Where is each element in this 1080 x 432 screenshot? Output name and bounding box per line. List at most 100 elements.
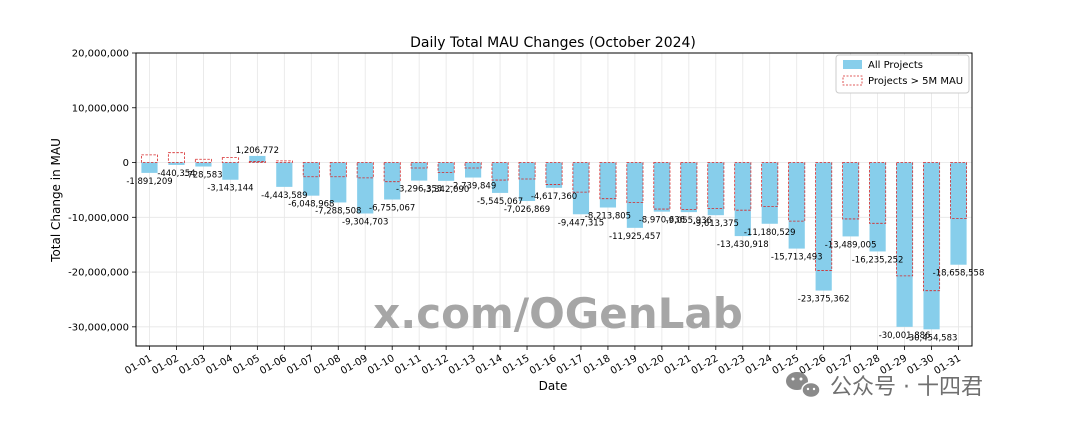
bar-value-label: -7,026,869 — [504, 205, 550, 215]
bar-value-label: -9,447,315 — [558, 218, 604, 228]
legend-swatch-all-projects — [843, 60, 862, 69]
x-tick-label: 01-27 — [824, 353, 855, 377]
x-tick-label: 01-08 — [312, 353, 343, 377]
bar-all-projects — [195, 162, 212, 167]
bar-all-projects — [303, 162, 320, 196]
bar-all-projects — [761, 162, 778, 224]
x-tick-label: 01-21 — [663, 353, 694, 377]
bar-all-projects — [815, 162, 832, 291]
bar-big-projects — [896, 162, 914, 277]
bar-big-projects — [815, 162, 833, 271]
bar-value-label: -6,755,067 — [369, 204, 415, 214]
x-tick-label: 01-23 — [717, 353, 748, 377]
bar-big-projects — [275, 160, 293, 163]
y-tick-label: -30,000,000 — [68, 322, 129, 333]
bar-all-projects — [734, 162, 751, 237]
x-tick-label: 01-02 — [150, 353, 181, 377]
x-tick-label: 01-06 — [258, 353, 289, 377]
bar-all-projects — [249, 155, 266, 163]
watermark-text: x.com/OGenLab — [373, 289, 743, 338]
bar-value-label: -9,613,375 — [693, 219, 739, 229]
bar-big-projects — [950, 162, 968, 219]
bar-value-label: -8,213,805 — [585, 212, 631, 222]
x-tick-label: 01-11 — [393, 353, 424, 377]
y-tick-label: -10,000,000 — [68, 213, 129, 224]
bar-value-label: -3,296,353 — [396, 185, 442, 195]
bar-big-projects — [302, 162, 320, 178]
bar-value-label: -13,430,918 — [717, 240, 769, 250]
bar-value-label: -5,545,067 — [477, 197, 523, 207]
bar-big-projects — [140, 154, 158, 163]
bar-value-label: -9,055,936 — [666, 216, 712, 226]
bar-big-projects — [626, 162, 644, 203]
bar-all-projects — [626, 162, 643, 228]
x-tick-label: 01-18 — [582, 353, 613, 377]
bar-all-projects — [896, 162, 913, 327]
bar-value-label: -728,583 — [184, 171, 222, 181]
x-tick-label: 01-30 — [905, 353, 936, 377]
bar-big-projects — [221, 157, 239, 163]
bar-value-label: -6,048,968 — [288, 200, 334, 210]
bar-all-projects — [842, 162, 859, 237]
x-tick-label: 01-20 — [636, 353, 667, 377]
x-tick-label: 01-31 — [932, 353, 963, 377]
bar-all-projects — [518, 162, 536, 202]
bar-all-projects — [222, 162, 239, 180]
x-tick-label: 01-19 — [609, 353, 640, 377]
bar-value-label: 1,206,772 — [236, 146, 279, 156]
bar-all-projects — [168, 162, 185, 165]
bar-all-projects — [788, 162, 805, 249]
bar-all-projects — [465, 162, 482, 178]
bar-value-label: -23,375,362 — [798, 295, 850, 305]
legend-label-all-projects: All Projects — [868, 60, 923, 71]
bar-value-label: -11,925,457 — [609, 232, 661, 242]
bar-value-label: -15,713,493 — [771, 253, 823, 263]
x-tick-label: 01-07 — [285, 353, 316, 377]
bar-value-label: -9,304,703 — [342, 217, 388, 227]
y-tick-label: 10,000,000 — [72, 103, 129, 114]
x-axis-label: Date — [539, 379, 568, 393]
bar-value-label: -30,454,583 — [906, 333, 958, 343]
y-axis-label: Total Change in MAU — [49, 138, 63, 263]
legend-label-big-projects: Projects > 5M MAU — [868, 76, 963, 87]
x-tick-label: 01-15 — [501, 353, 532, 377]
bar-all-projects — [357, 162, 374, 214]
bar-all-projects — [950, 162, 967, 265]
bar-value-label: -3,143,144 — [207, 184, 253, 194]
y-axis-ticks: 20,000,000 10,000,000 0 -10,000,000 -20,000,… — [68, 49, 136, 333]
bar-value-label: -7,288,508 — [315, 206, 361, 216]
bar-all-projects — [438, 162, 455, 181]
bars — [141, 155, 967, 330]
legend-box — [835, 54, 970, 94]
y-tick-label: -20,000,000 — [68, 268, 129, 279]
bar-big-projects — [680, 162, 698, 211]
bar-value-label: -440,354 — [157, 169, 195, 179]
bar-all-projects — [411, 162, 428, 181]
bar-big-projects — [572, 162, 590, 193]
value-labels: -1,891,209-440,354-728,583 -3,143,144 1,20… — [126, 146, 984, 343]
x-tick-label: 01-29 — [878, 353, 909, 377]
bar-big-projects — [842, 162, 860, 220]
social-badge: 公众号 · 十四君 — [786, 372, 983, 400]
bar-all-projects — [707, 162, 724, 216]
x-tick-label: 01-14 — [474, 353, 505, 377]
x-tick-label: 01-16 — [528, 353, 559, 377]
x-tick-label: 01-13 — [447, 353, 478, 377]
bar-big-projects — [329, 162, 347, 178]
bar-big-projects — [707, 162, 725, 209]
bar-big-projects — [437, 162, 455, 173]
bar-value-label: -4,443,589 — [261, 191, 307, 201]
bar-big-projects — [923, 162, 941, 292]
bar-big-projects — [788, 162, 806, 222]
bar-value-label: -8,970,636 — [639, 216, 685, 226]
bar-big-projects — [599, 162, 617, 200]
bar-all-projects — [653, 162, 670, 212]
bar-big-projects — [734, 162, 752, 211]
bar-all-projects — [599, 162, 617, 208]
x-tick-label: 01-09 — [339, 353, 370, 377]
bar-all-projects — [680, 162, 697, 213]
legend: All Projects Projects > 5M MAU — [835, 54, 970, 94]
bar-value-label: -4,617,360 — [531, 192, 577, 202]
bar-all-projects — [384, 162, 401, 200]
